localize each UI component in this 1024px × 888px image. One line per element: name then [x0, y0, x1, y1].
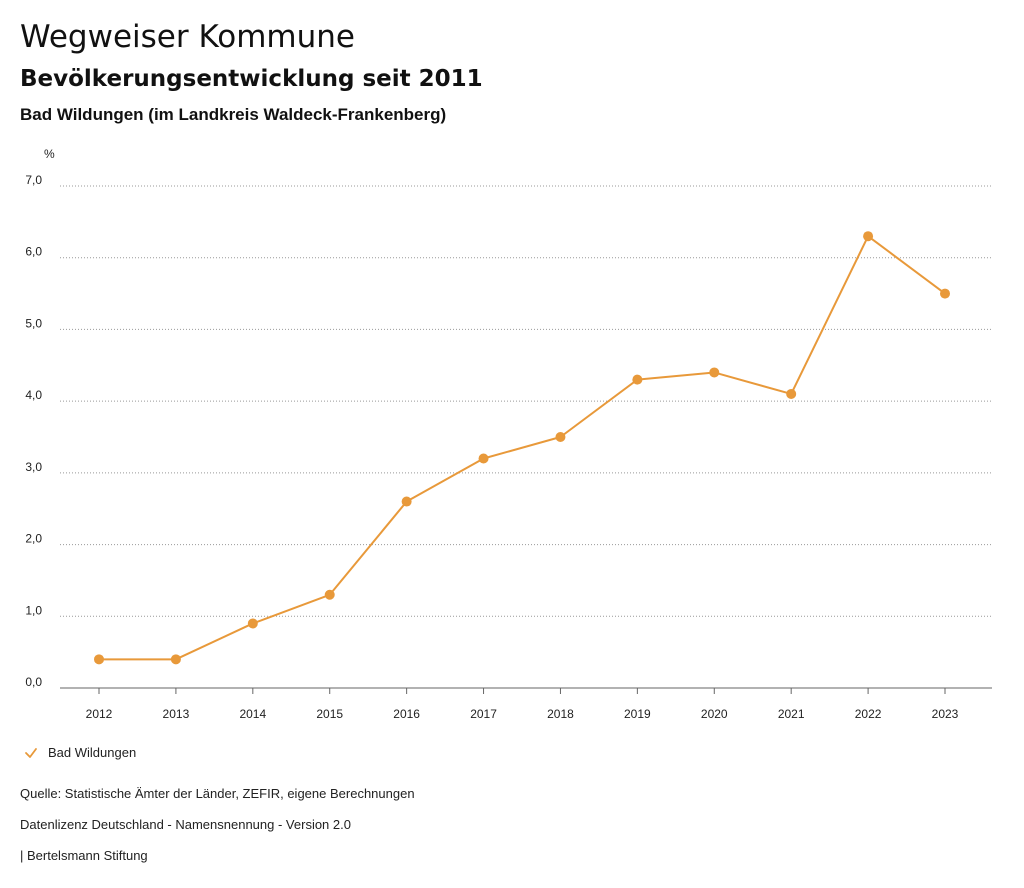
y-axis-ticks: 0,0 1,0 2,0 3,0 4,0 5,0 6,0 7,0 — [25, 173, 42, 689]
y-tick-label: 7,0 — [25, 173, 42, 187]
legend[interactable]: Bad Wildungen — [24, 745, 136, 760]
data-point[interactable] — [709, 367, 720, 378]
x-tick-label: 2016 — [393, 707, 420, 721]
series-layer — [94, 231, 950, 665]
page-title: Wegweiser Kommune — [20, 19, 355, 55]
y-tick-label: 3,0 — [25, 460, 42, 474]
data-point[interactable] — [555, 432, 566, 442]
y-tick-label: 4,0 — [25, 388, 42, 402]
data-point[interactable] — [324, 589, 335, 600]
x-axis-ticks: 2012 2013 2014 2015 2016 2017 2018 2019 2020 2021… — [86, 688, 959, 721]
x-tick-label: 2020 — [701, 707, 728, 721]
source-note: Quelle: Statistische Ämter der Länder, Z… — [20, 786, 415, 801]
chart-subtitle: Bevölkerungsentwicklung seit 2011 — [20, 66, 483, 92]
data-point[interactable] — [940, 288, 950, 299]
region-label: Bad Wildungen (im Landkreis Waldeck-Fran… — [20, 105, 447, 124]
x-tick-label: 2013 — [163, 707, 190, 721]
data-point[interactable] — [401, 496, 412, 507]
y-tick-label: 6,0 — [25, 245, 42, 259]
grid-layer — [60, 185, 992, 689]
x-tick-label: 2014 — [239, 707, 266, 721]
x-tick-label: 2021 — [778, 707, 805, 721]
license-note: Datenlizenz Deutschland - Namensnennung … — [20, 817, 351, 832]
data-point[interactable] — [632, 374, 643, 385]
x-tick-label: 2023 — [932, 707, 959, 721]
line-chart: % 0,01,02,03,04,05,06,07,0 2012 2013 2014 2… — [25, 147, 992, 721]
data-point[interactable] — [247, 618, 258, 629]
y-tick-label: 0,0 — [25, 675, 42, 689]
x-tick-label: 2018 — [547, 707, 574, 721]
data-point[interactable] — [94, 654, 104, 665]
x-tick-label: 2012 — [86, 707, 113, 721]
publisher-note: | Bertelsmann Stiftung — [20, 848, 148, 863]
data-point[interactable] — [170, 654, 181, 665]
data-point[interactable] — [786, 388, 797, 399]
x-tick-label: 2019 — [624, 707, 651, 721]
x-tick-label: 2017 — [470, 707, 497, 721]
data-point[interactable] — [478, 453, 489, 464]
x-tick-label: 2015 — [316, 707, 343, 721]
y-tick-label: 2,0 — [25, 532, 42, 546]
y-tick-label: 5,0 — [25, 316, 42, 330]
series-line — [99, 235, 946, 661]
check-icon — [25, 747, 37, 758]
y-tick-label: 1,0 — [25, 603, 42, 617]
legend-item-label: Bad Wildungen — [48, 745, 137, 760]
x-tick-label: 2022 — [855, 707, 882, 721]
data-point[interactable] — [863, 231, 874, 242]
y-axis-unit-label: % — [44, 147, 55, 161]
